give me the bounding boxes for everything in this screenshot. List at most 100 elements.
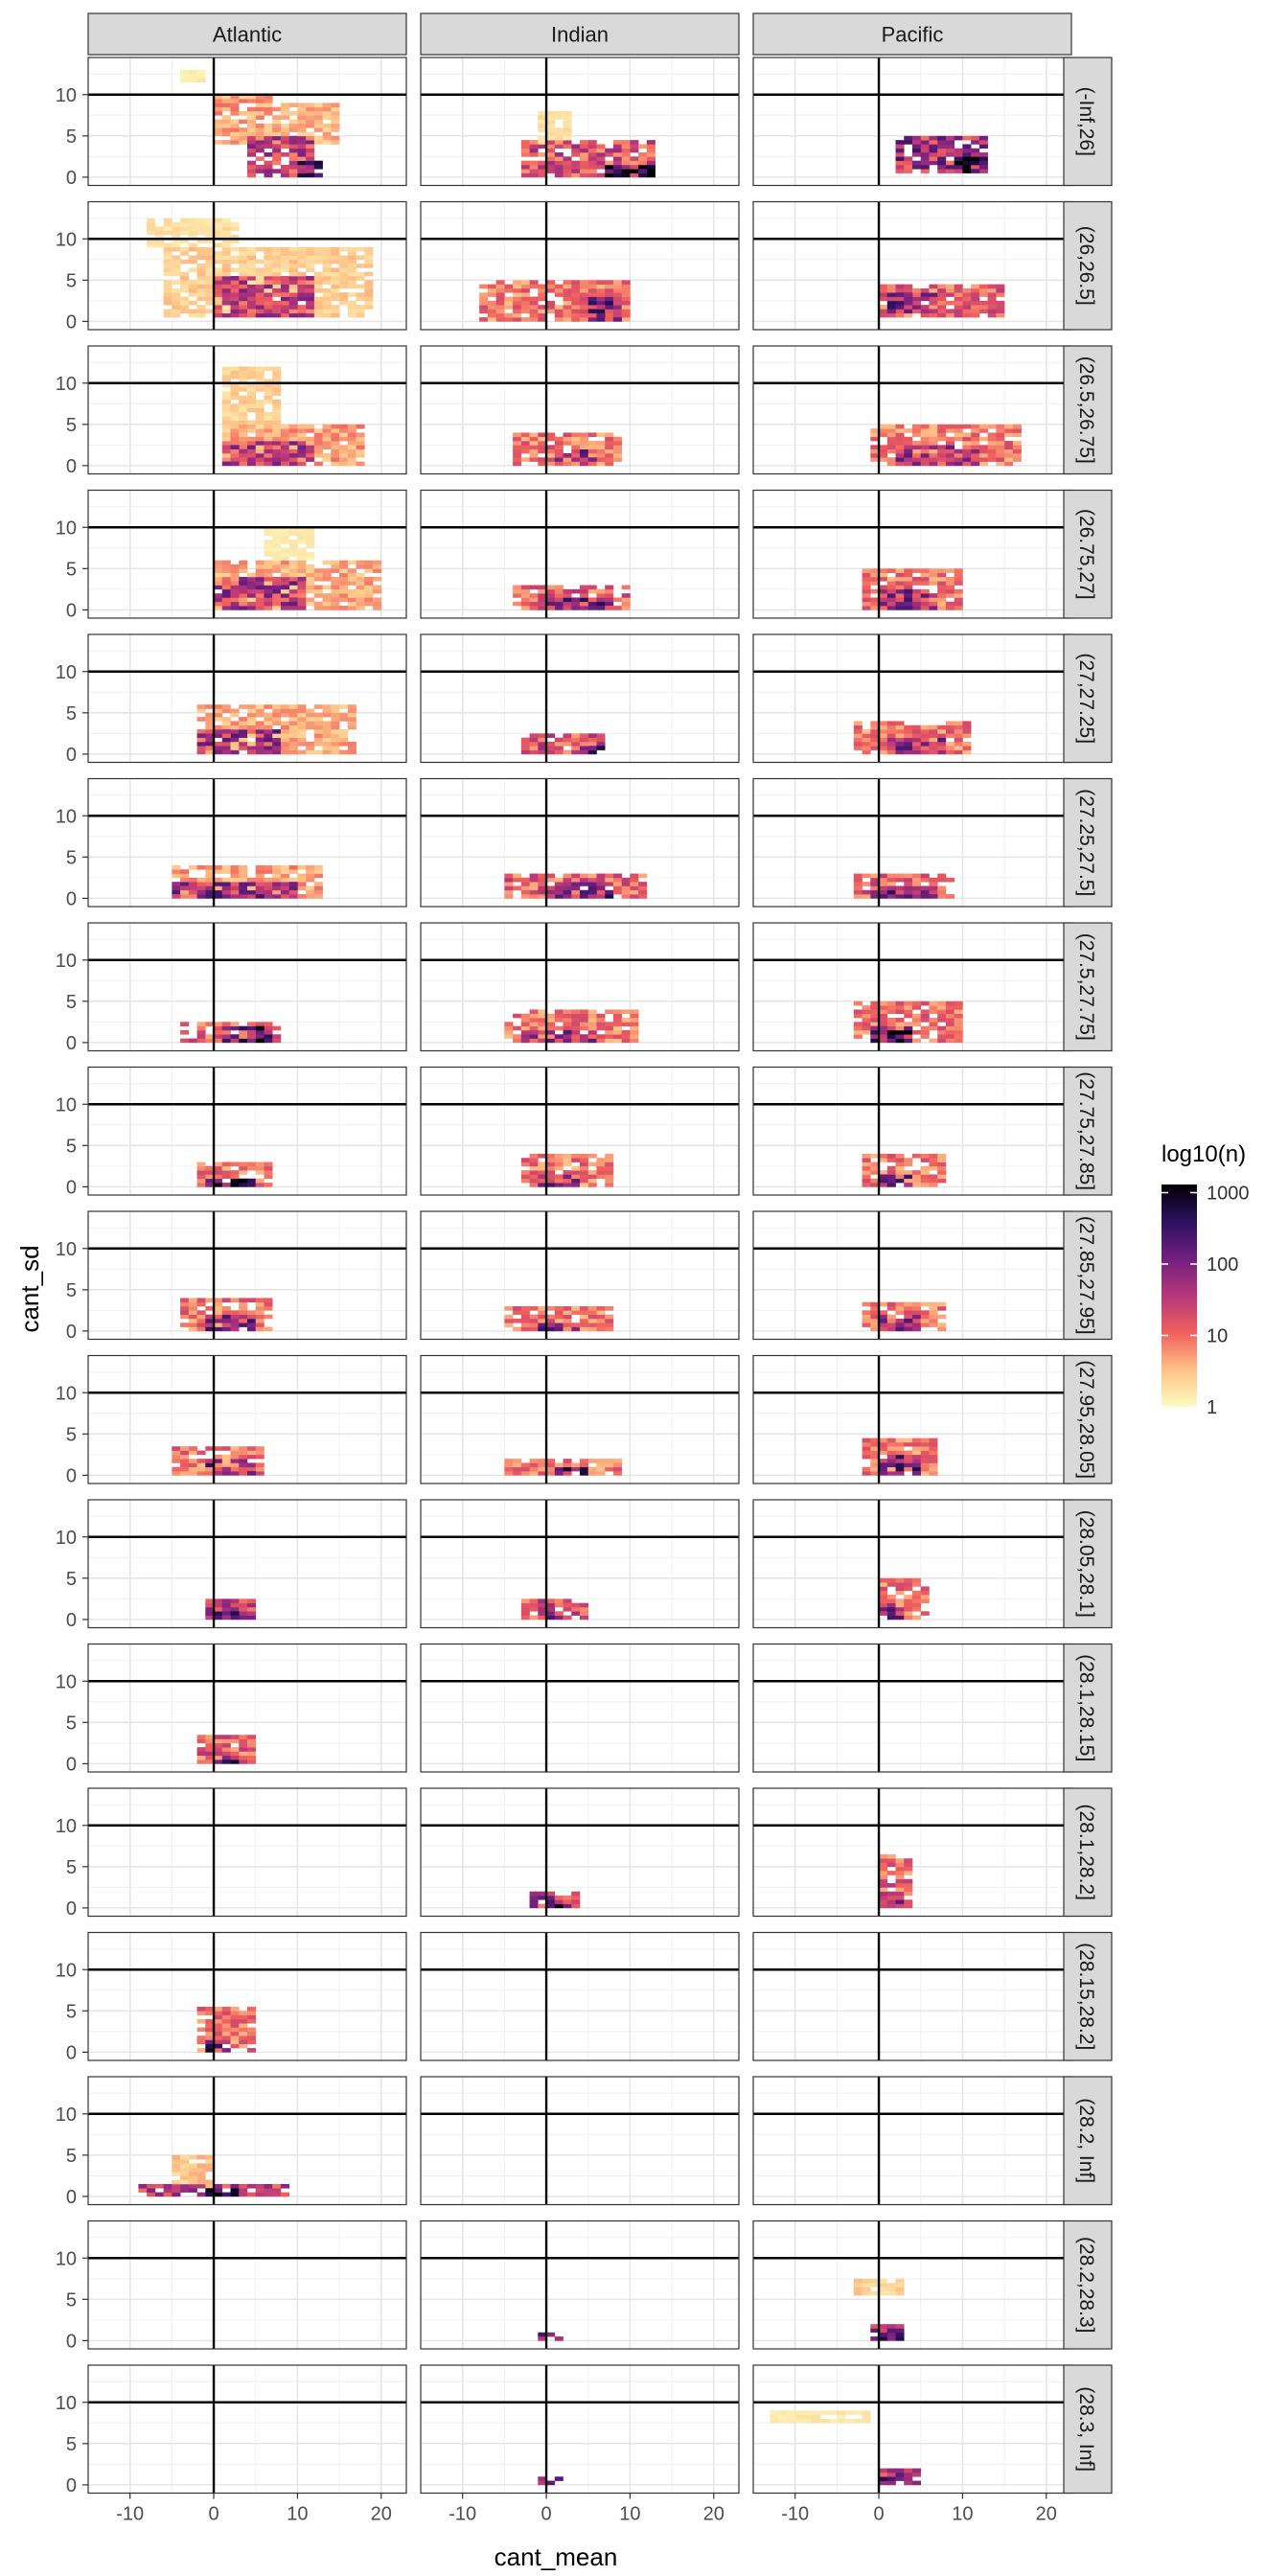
heat-cell bbox=[862, 882, 871, 886]
heat-cell bbox=[520, 894, 530, 899]
heat-cell bbox=[255, 737, 264, 743]
heat-cell bbox=[870, 1310, 880, 1315]
heat-cell bbox=[331, 119, 340, 125]
heat-cell bbox=[230, 1162, 240, 1167]
heat-cell bbox=[247, 746, 257, 750]
heat-cell bbox=[571, 452, 581, 458]
heat-cell bbox=[221, 99, 231, 104]
heat-cell bbox=[538, 1038, 547, 1044]
heat-cell bbox=[205, 234, 215, 240]
heat-cell bbox=[255, 246, 264, 252]
heat-cell bbox=[912, 729, 922, 734]
heat-cell bbox=[221, 882, 231, 886]
heat-cell bbox=[214, 218, 223, 223]
heat-cell bbox=[904, 606, 913, 610]
heat-cell bbox=[331, 704, 340, 709]
heat-cell bbox=[313, 115, 323, 120]
heat-cell bbox=[538, 2476, 547, 2481]
heat-cell bbox=[580, 292, 589, 297]
heat-cell bbox=[580, 160, 589, 166]
heat-cell bbox=[297, 110, 307, 116]
heat-cell bbox=[596, 1165, 606, 1171]
heat-cell bbox=[563, 457, 572, 462]
heat-cell bbox=[180, 251, 190, 256]
heat-cell bbox=[239, 581, 248, 586]
heat-cell bbox=[288, 704, 298, 709]
heat-cell bbox=[172, 234, 181, 240]
heat-cell bbox=[230, 2183, 240, 2189]
heat-cell bbox=[904, 1602, 913, 1608]
heat-cell bbox=[920, 457, 930, 462]
heat-cell bbox=[288, 284, 298, 289]
heat-cell bbox=[770, 2418, 779, 2424]
heat-cell bbox=[621, 1022, 631, 1026]
heat-cell bbox=[886, 576, 896, 582]
heat-cell bbox=[612, 597, 622, 603]
heat-cell bbox=[239, 379, 248, 384]
heat-cell bbox=[563, 1153, 572, 1159]
heat-cell bbox=[196, 309, 206, 314]
heat-cell bbox=[214, 581, 223, 586]
heat-cell bbox=[870, 1441, 880, 1447]
heat-cell bbox=[546, 1170, 556, 1175]
heat-cell bbox=[239, 259, 248, 264]
heat-cell bbox=[862, 1441, 871, 1447]
heat-cell bbox=[621, 280, 631, 285]
heat-cell bbox=[546, 1903, 556, 1909]
heat-cell bbox=[587, 1183, 597, 1187]
heat-cell bbox=[529, 1615, 539, 1621]
heat-cell bbox=[347, 588, 356, 594]
heat-cell bbox=[264, 436, 273, 442]
heat-cell bbox=[520, 160, 530, 166]
heat-cell bbox=[520, 741, 530, 747]
heat-cell bbox=[221, 432, 231, 438]
heat-cell bbox=[214, 601, 223, 607]
heat-cell bbox=[895, 1582, 905, 1587]
heat-cell bbox=[188, 864, 197, 870]
heat-cell bbox=[347, 749, 356, 755]
heat-cell bbox=[596, 280, 606, 285]
heat-cell bbox=[605, 1314, 614, 1320]
heat-cell bbox=[904, 894, 913, 899]
heat-cell bbox=[280, 540, 289, 544]
heat-cell bbox=[621, 882, 631, 886]
heat-cell bbox=[538, 457, 547, 462]
heat-cell bbox=[520, 309, 530, 314]
heat-cell bbox=[879, 606, 888, 610]
heat-cell bbox=[605, 1318, 614, 1323]
heat-cell bbox=[554, 877, 564, 883]
heat-cell bbox=[230, 1022, 240, 1026]
heat-cell bbox=[331, 560, 340, 565]
heat-cell bbox=[239, 2039, 248, 2045]
heat-cell bbox=[978, 436, 988, 442]
heat-cell bbox=[272, 877, 282, 883]
heat-cell bbox=[621, 606, 631, 610]
heat-cell bbox=[322, 606, 332, 610]
heat-cell bbox=[929, 436, 938, 442]
heat-cell bbox=[571, 1899, 581, 1904]
heat-cell bbox=[962, 305, 972, 310]
row-strip-9: (27.95,28.05] bbox=[1063, 1354, 1113, 1484]
heat-cell bbox=[904, 461, 913, 467]
heat-cell bbox=[895, 457, 905, 462]
heat-cell bbox=[520, 1158, 530, 1162]
heat-cell bbox=[879, 1878, 888, 1884]
panel-atlantic-7 bbox=[87, 1066, 407, 1196]
heat-cell bbox=[554, 461, 564, 467]
heat-cell bbox=[904, 312, 913, 318]
heat-cell bbox=[221, 239, 231, 243]
heat-cell bbox=[356, 461, 365, 467]
heat-cell bbox=[180, 296, 190, 302]
heat-cell bbox=[996, 445, 1005, 449]
heat-cell bbox=[621, 894, 631, 899]
heat-cell bbox=[513, 461, 522, 467]
heat-cell bbox=[563, 1471, 572, 1476]
heat-cell bbox=[895, 428, 905, 433]
heat-cell bbox=[205, 1755, 215, 1760]
heat-cell bbox=[895, 1866, 905, 1872]
heat-cell bbox=[895, 894, 905, 899]
heat-cell bbox=[221, 2048, 231, 2053]
heat-cell bbox=[239, 1170, 248, 1175]
heat-cell bbox=[339, 448, 349, 454]
heat-cell bbox=[255, 259, 264, 264]
